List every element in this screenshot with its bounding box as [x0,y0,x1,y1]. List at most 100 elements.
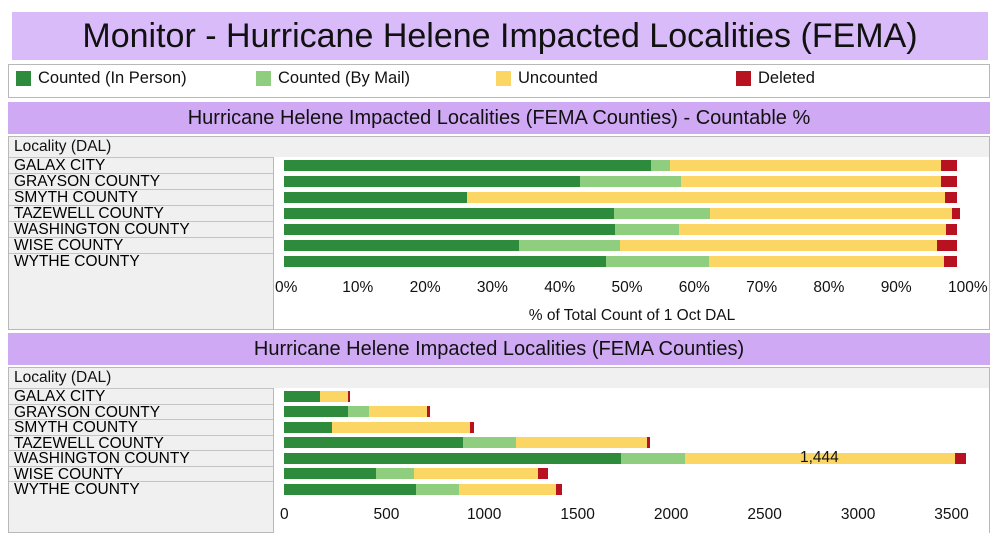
pct-bar-tazewell-county-uncounted[interactable] [710,208,953,219]
count-chart-panel: Locality (DAL) GALAX CITY GRAYSON COUNTY S… [8,367,990,533]
count-tick-label: 2000 [653,506,689,523]
count-bar-wise-county-by-mail[interactable] [375,468,414,480]
count-row-label-wise-county: WISE COUNTY [9,465,273,482]
count-bar-galax-city-in-person[interactable] [284,390,321,402]
pct-bar-galax-city-deleted[interactable] [940,160,957,171]
count-bar-tazewell-county-deleted[interactable] [646,437,651,449]
legend-item-deleted[interactable]: Deleted [736,69,815,88]
pct-tick-label: 0% [275,279,298,296]
by-mail-swatch-icon [256,71,271,86]
uncounted-swatch-icon [496,71,511,86]
count-chart-title: Hurricane Helene Impacted Localities (FE… [8,333,990,365]
count-bar-grayson-county-uncounted[interactable] [369,406,427,418]
pct-bar-wise-county-uncounted[interactable] [619,240,937,251]
count-row-label-tazewell-county: TAZEWELL COUNTY [9,434,273,451]
count-bar-grayson-county-in-person[interactable] [284,406,348,418]
pct-locality-header: Locality (DAL) [14,138,112,155]
legend-label: Counted (In Person) [38,69,187,87]
pct-chart-title: Hurricane Helene Impacted Localities (FE… [8,102,990,134]
count-bar-tazewell-county-uncounted[interactable] [515,437,647,449]
count-bar-grayson-county-by-mail[interactable] [347,406,370,418]
pct-row-label-wise-county: WISE COUNTY [9,237,273,253]
count-row-label-washington-county: WASHINGTON COUNTY [9,450,273,466]
pct-bar-galax-city-uncounted[interactable] [669,160,941,171]
count-bar-wythe-county-in-person[interactable] [284,483,416,495]
count-bar-washington-county-by-mail[interactable] [620,452,685,464]
count-bar-smyth-county-deleted[interactable] [470,421,474,433]
count-bar-smyth-county-uncounted[interactable] [331,421,470,433]
dashboard-title: Monitor - Hurricane Helene Impacted Loca… [12,12,988,60]
pct-row-label-washington-county: WASHINGTON COUNTY [9,221,273,237]
pct-row-label-smyth-county: SMYTH COUNTY [9,189,273,205]
count-bar-washington-county-uncounted[interactable] [684,452,955,464]
count-bar-washington-county-deleted[interactable] [954,452,967,464]
count-locality-header: Locality (DAL) [14,369,112,386]
count-bar-wythe-county-by-mail[interactable] [415,483,459,495]
pct-row-label-wythe-county: WYTHE COUNTY [9,253,273,269]
pct-bar-wise-county-by-mail[interactable] [518,240,620,251]
pct-bar-smyth-county-deleted[interactable] [944,192,957,203]
pct-tick-label: 50% [611,279,643,296]
pct-chart-panel: Locality (DAL) GALAX CITY GRAYSON COUNTY S… [8,136,990,330]
pct-bar-galax-city-by-mail[interactable] [650,160,670,171]
pct-row-label-tazewell-county: TAZEWELL COUNTY [9,205,273,221]
count-row-label-smyth-county: SMYTH COUNTY [9,419,273,435]
pct-bar-washington-county-by-mail[interactable] [615,224,680,235]
pct-bar-wythe-county-in-person[interactable] [284,256,606,267]
pct-bar-wythe-county-uncounted[interactable] [708,256,944,267]
count-bar-smyth-county-in-person[interactable] [284,421,332,433]
pct-tick-label: 40% [544,279,576,296]
pct-bar-galax-city-in-person[interactable] [284,160,651,171]
count-tick-label: 0 [280,506,289,523]
legend-label: Counted (By Mail) [278,69,411,87]
count-bar-wise-county-uncounted[interactable] [413,468,539,480]
legend-label: Uncounted [518,69,598,87]
pct-tick-label: 90% [880,279,912,296]
pct-bar-tazewell-county-by-mail[interactable] [613,208,710,219]
legend: Counted (In Person) Counted (By Mail) Un… [8,64,990,98]
count-bar-wise-county-in-person[interactable] [284,468,376,480]
count-bar-wise-county-deleted[interactable] [538,468,548,480]
pct-row-label-galax-city: GALAX CITY [9,157,273,173]
pct-tick-label: 10% [342,279,374,296]
pct-tick-label: 70% [746,279,778,296]
deleted-swatch-icon [736,71,751,86]
pct-bar-wythe-county-by-mail[interactable] [605,256,709,267]
pct-bar-smyth-county-in-person[interactable] [284,192,468,203]
pct-bar-wise-county-deleted[interactable] [936,240,957,251]
legend-item-by-mail[interactable]: Counted (By Mail) [256,69,410,88]
pct-x-axis: % of Total Count of 1 Oct DAL 0% 10% 20% 30… [273,269,989,329]
count-row-label-galax-city: GALAX CITY [9,388,273,404]
pct-bar-tazewell-county-deleted[interactable] [952,208,960,219]
legend-label: Deleted [758,69,815,87]
legend-item-uncounted[interactable]: Uncounted [496,69,598,88]
pct-bar-wythe-county-deleted[interactable] [943,256,957,267]
pct-tick-label: 100% [948,279,988,296]
count-bar-galax-city-deleted[interactable] [347,390,350,402]
pct-bar-grayson-county-deleted[interactable] [940,176,957,187]
pct-bar-washington-county-deleted[interactable] [945,224,957,235]
count-x-axis: 0 500 1000 1500 2000 2500 3000 3500 [273,498,989,533]
pct-bar-grayson-county-by-mail[interactable] [580,176,682,187]
pct-bar-washington-county-uncounted[interactable] [679,224,946,235]
pct-bar-wise-county-in-person[interactable] [284,240,519,251]
count-row-label-grayson-county: GRAYSON COUNTY [9,403,273,420]
legend-item-in-person[interactable]: Counted (In Person) [16,69,187,88]
pct-bar-tazewell-county-in-person[interactable] [284,208,614,219]
count-data-label-washington-county: 1,444 [799,449,839,466]
count-bar-washington-county-in-person[interactable] [284,452,621,464]
pct-bar-washington-county-in-person[interactable] [284,224,616,235]
count-bar-tazewell-county-in-person[interactable] [284,437,464,449]
count-bar-grayson-county-deleted[interactable] [427,406,430,418]
pct-tick-label: 30% [476,279,508,296]
count-bar-tazewell-county-by-mail[interactable] [463,437,516,449]
pct-bar-grayson-county-in-person[interactable] [284,176,581,187]
count-bar-wythe-county-uncounted[interactable] [458,483,556,495]
pct-bar-smyth-county-uncounted[interactable] [467,192,945,203]
count-bar-wythe-county-deleted[interactable] [556,483,562,495]
count-row-label-wythe-county: WYTHE COUNTY [9,481,273,497]
pct-plot-area [273,157,989,269]
pct-row-label-grayson-county: GRAYSON COUNTY [9,173,273,189]
count-bar-galax-city-uncounted[interactable] [320,390,348,402]
pct-bar-grayson-county-uncounted[interactable] [681,176,941,187]
